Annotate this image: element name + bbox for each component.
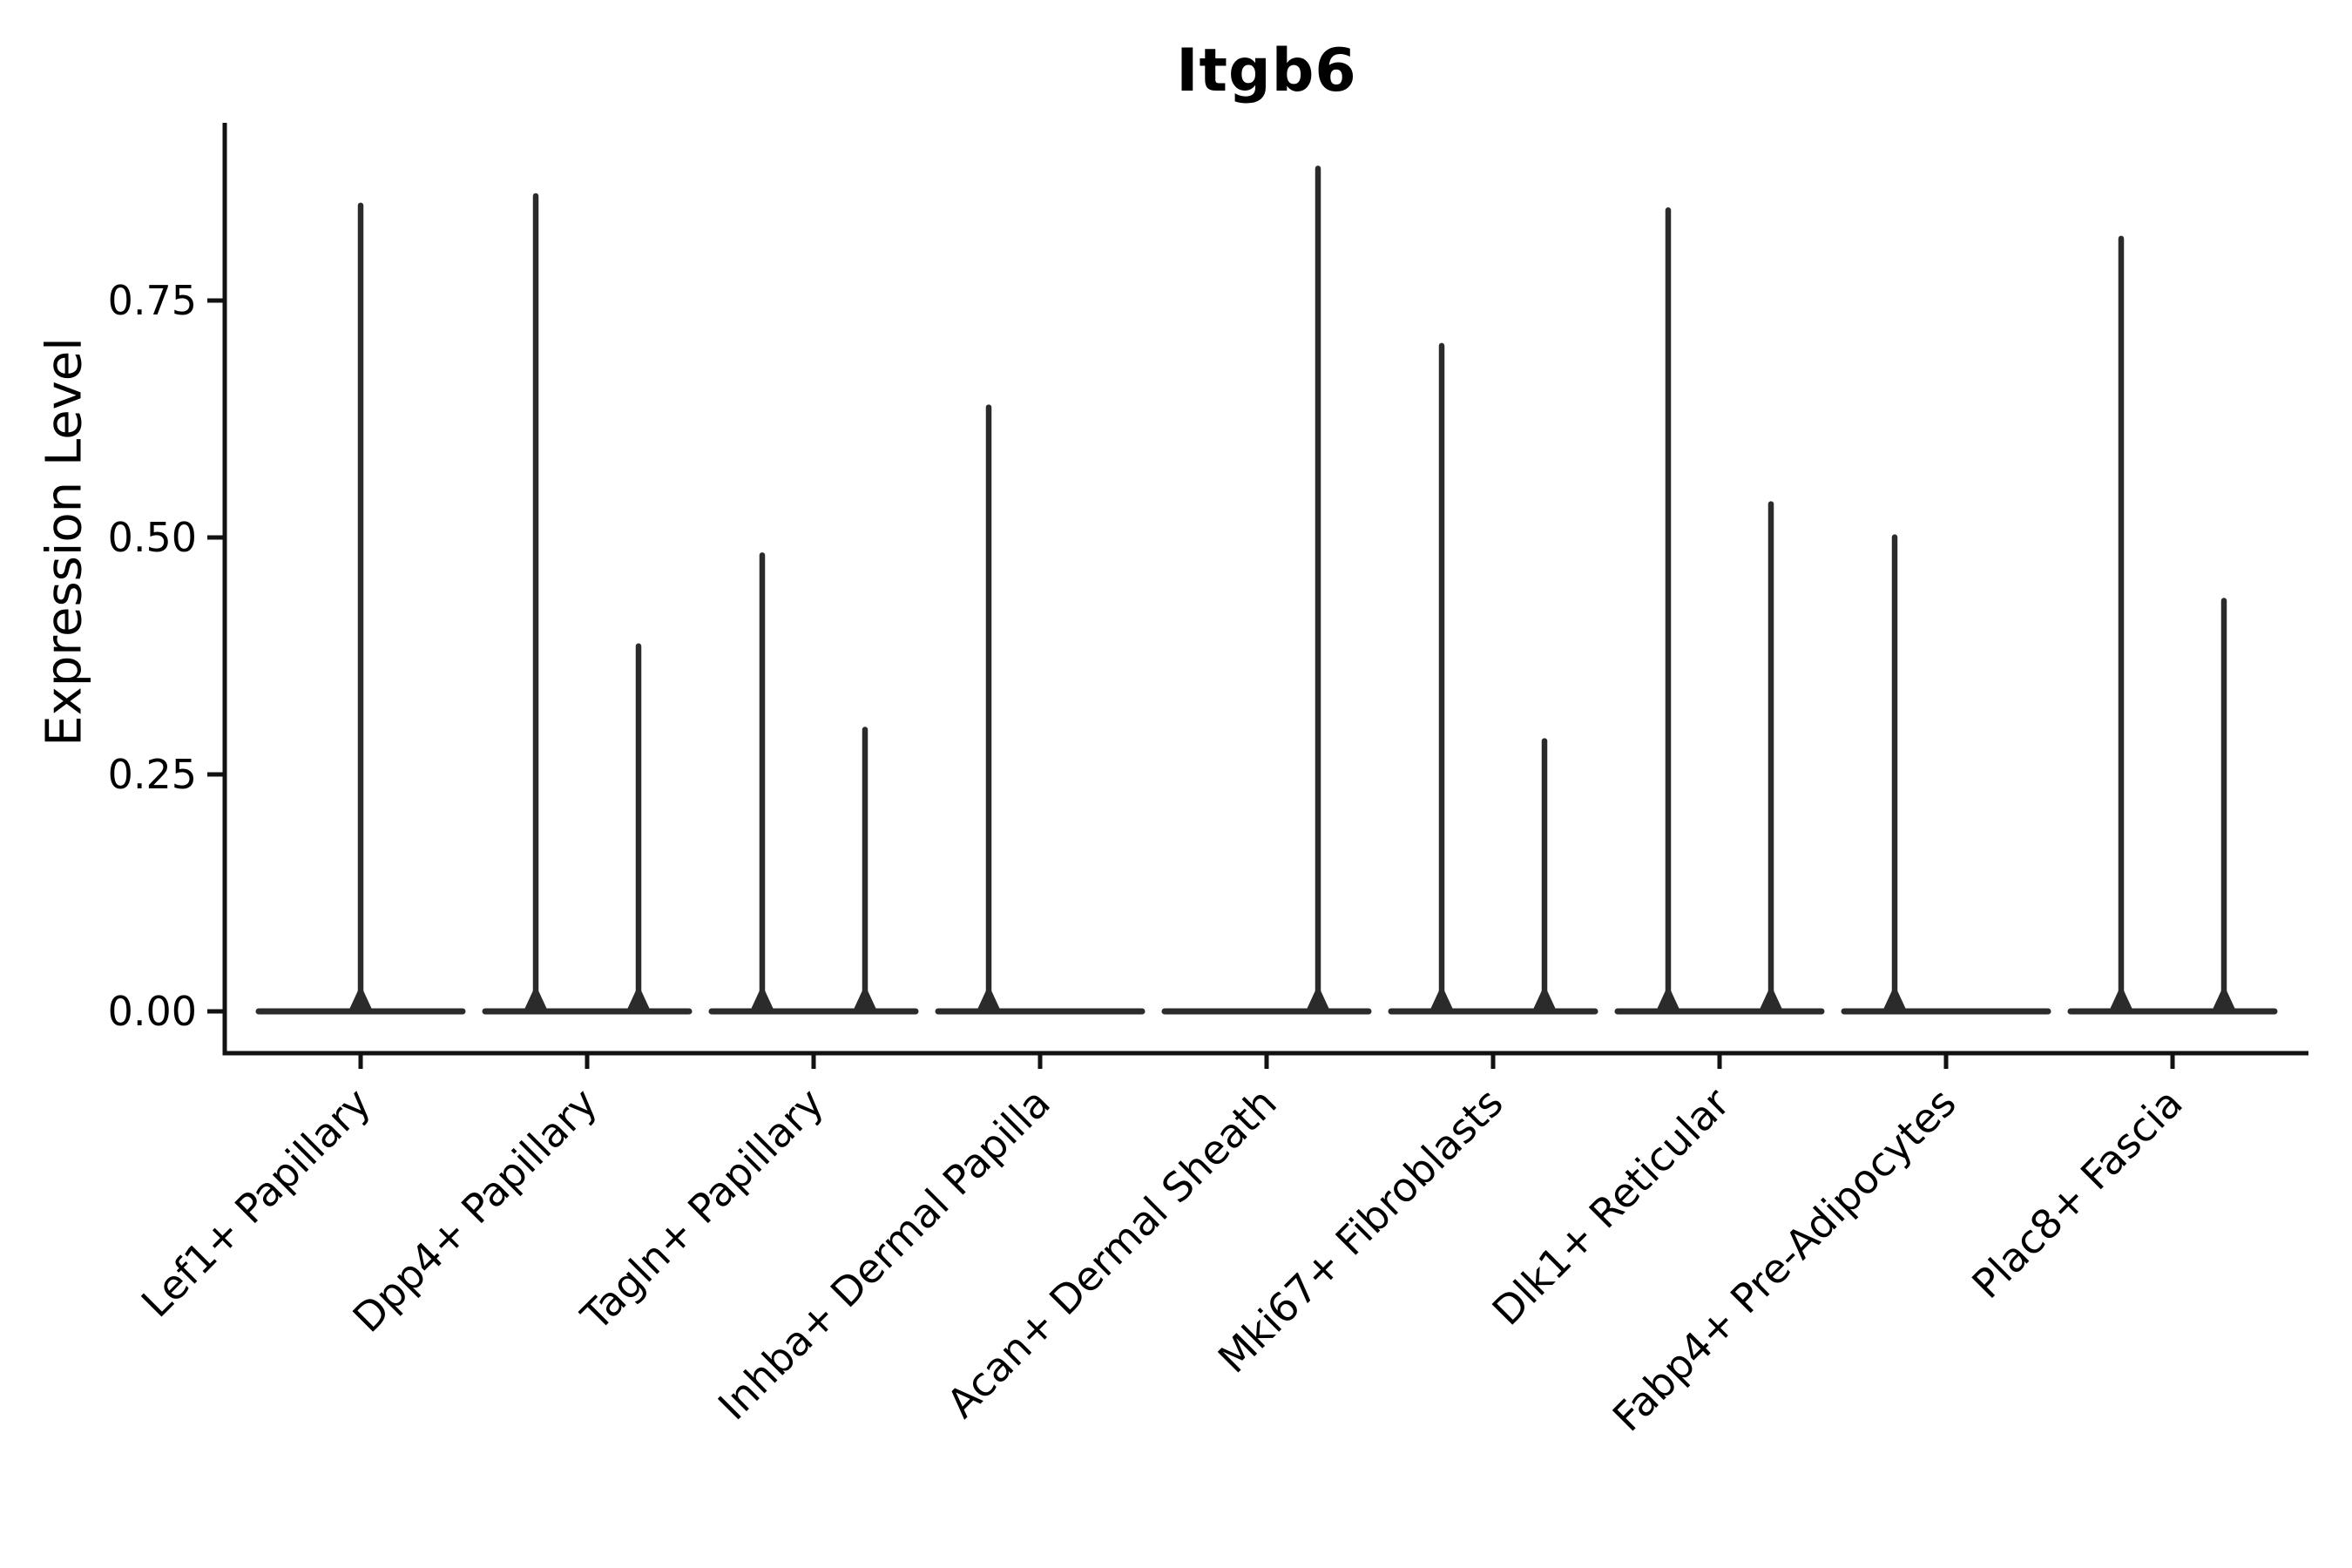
y-tick-label: 0.50 (108, 514, 197, 561)
x-tick-label: Dlk1+ Reticular (1484, 1079, 1739, 1335)
x-tick-label: Lef1+ Papillary (132, 1079, 380, 1327)
y-tick-label: 0.25 (108, 751, 197, 798)
chart-title: Itgb6 (1176, 37, 1357, 105)
x-tick-label: Tagln+ Papillary (571, 1079, 833, 1341)
x-tick-label: Dpp4+ Papillary (344, 1079, 606, 1342)
y-tick-label: 0.75 (108, 277, 197, 324)
x-tick-label: Plac8+ Fascia (1963, 1079, 2191, 1308)
y-tick-label: 0.00 (108, 988, 197, 1035)
